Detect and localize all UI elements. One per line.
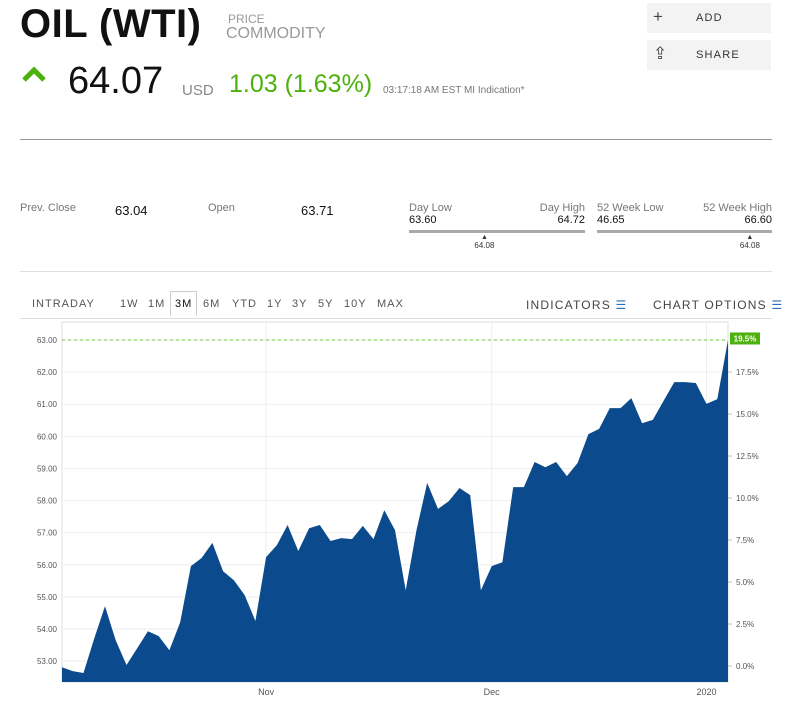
range-tab[interactable]: 3Y — [292, 298, 308, 310]
y2-tick-label: 5.0% — [736, 578, 754, 587]
stat-value: 63.60 — [409, 214, 437, 226]
range-tab[interactable]: YTD — [232, 298, 257, 310]
y2-tick-label: 7.5% — [736, 536, 754, 545]
range-marker: ▲ 64.08 — [735, 234, 765, 250]
range-tab[interactable]: 1W — [120, 298, 139, 310]
x-tick-label: 2020 — [697, 687, 717, 697]
y-tick-label: 63.00 — [37, 336, 58, 345]
range-tab[interactable]: 3M — [170, 291, 198, 316]
range-bar — [597, 230, 772, 233]
divider — [20, 271, 772, 272]
y-tick-label: 58.00 — [37, 497, 58, 506]
tool-label: CHART OPTIONS — [653, 298, 767, 312]
kind: COMMODITY — [226, 25, 326, 42]
up-arrow — [22, 66, 46, 82]
range-tab[interactable]: INTRADAY — [32, 298, 95, 310]
range-bar — [409, 230, 585, 233]
y2-tick-label: 0.0% — [736, 662, 754, 671]
range-tab[interactable]: 10Y — [344, 298, 367, 310]
stat-value: 63.04 — [115, 203, 148, 218]
y-tick-label: 53.00 — [37, 657, 58, 666]
price: 64.07 — [68, 60, 164, 102]
y-tick-label: 62.00 — [37, 368, 58, 377]
stat-label: Day Low — [409, 202, 452, 214]
indicators-button[interactable]: INDICATORS ☰ — [526, 298, 628, 312]
y2-tick-label: 2.5% — [736, 620, 754, 629]
y-tick-label: 61.00 — [37, 400, 58, 409]
title: OIL (WTI) — [20, 2, 202, 46]
y-tick-label: 55.00 — [37, 593, 58, 602]
y-tick-label: 57.00 — [37, 529, 58, 538]
x-tick-label: Nov — [258, 687, 275, 697]
stat-label: Prev. Close — [20, 202, 77, 214]
y2-tick-label: 12.5% — [736, 452, 759, 461]
add-button[interactable]: + ADD — [647, 3, 771, 33]
y-tick-label: 56.00 — [37, 561, 58, 570]
marker-label: 64.08 — [474, 241, 495, 250]
y-tick-label: 59.00 — [37, 464, 58, 473]
x-tick-label: Dec — [484, 687, 501, 697]
y2-tick-label: 10.0% — [736, 494, 759, 503]
y-tick-label: 54.00 — [37, 625, 58, 634]
stat-value: 64.72 — [557, 214, 585, 226]
change: 1.03 (1.63%) — [229, 70, 373, 98]
stat-value: 63.71 — [301, 203, 334, 218]
stat-label: 52 Week High — [703, 202, 772, 214]
currency: USD — [182, 82, 214, 99]
button-label: SHARE — [696, 49, 740, 61]
stat-value: 66.60 — [744, 214, 772, 226]
divider — [20, 139, 772, 140]
marker-label: 64.08 — [739, 241, 760, 250]
last-change-label: 19.5% — [734, 334, 757, 343]
price-area — [62, 340, 728, 682]
tool-label: INDICATORS — [526, 298, 611, 312]
divider — [20, 318, 772, 319]
kind: PRICE — [228, 12, 265, 26]
timestamp: 03:17:18 AM EST MI Indication* — [383, 85, 525, 96]
range-marker: ▲ 64.08 — [469, 234, 499, 250]
y-tick-label: 60.00 — [37, 432, 58, 441]
range-tab[interactable]: 1M — [148, 298, 166, 310]
stat-label: Day High — [539, 202, 585, 214]
y2-tick-label: 15.0% — [736, 410, 759, 419]
range-tab[interactable]: MAX — [377, 298, 404, 310]
range-tab[interactable]: 6M — [203, 298, 221, 310]
stat-label: 52 Week Low — [597, 202, 664, 214]
y2-tick-label: 17.5% — [736, 368, 759, 377]
stat-value: 46.65 — [597, 214, 625, 226]
range-tab[interactable]: 5Y — [318, 298, 334, 310]
stat-label: Open — [208, 202, 235, 214]
range-tab[interactable]: 1Y — [267, 298, 283, 310]
share-button[interactable]: ⇪ SHARE — [647, 40, 771, 70]
last-change-badge — [730, 332, 760, 345]
chart-options-button[interactable]: CHART OPTIONS ☰ — [653, 298, 784, 312]
button-label: ADD — [696, 12, 723, 24]
